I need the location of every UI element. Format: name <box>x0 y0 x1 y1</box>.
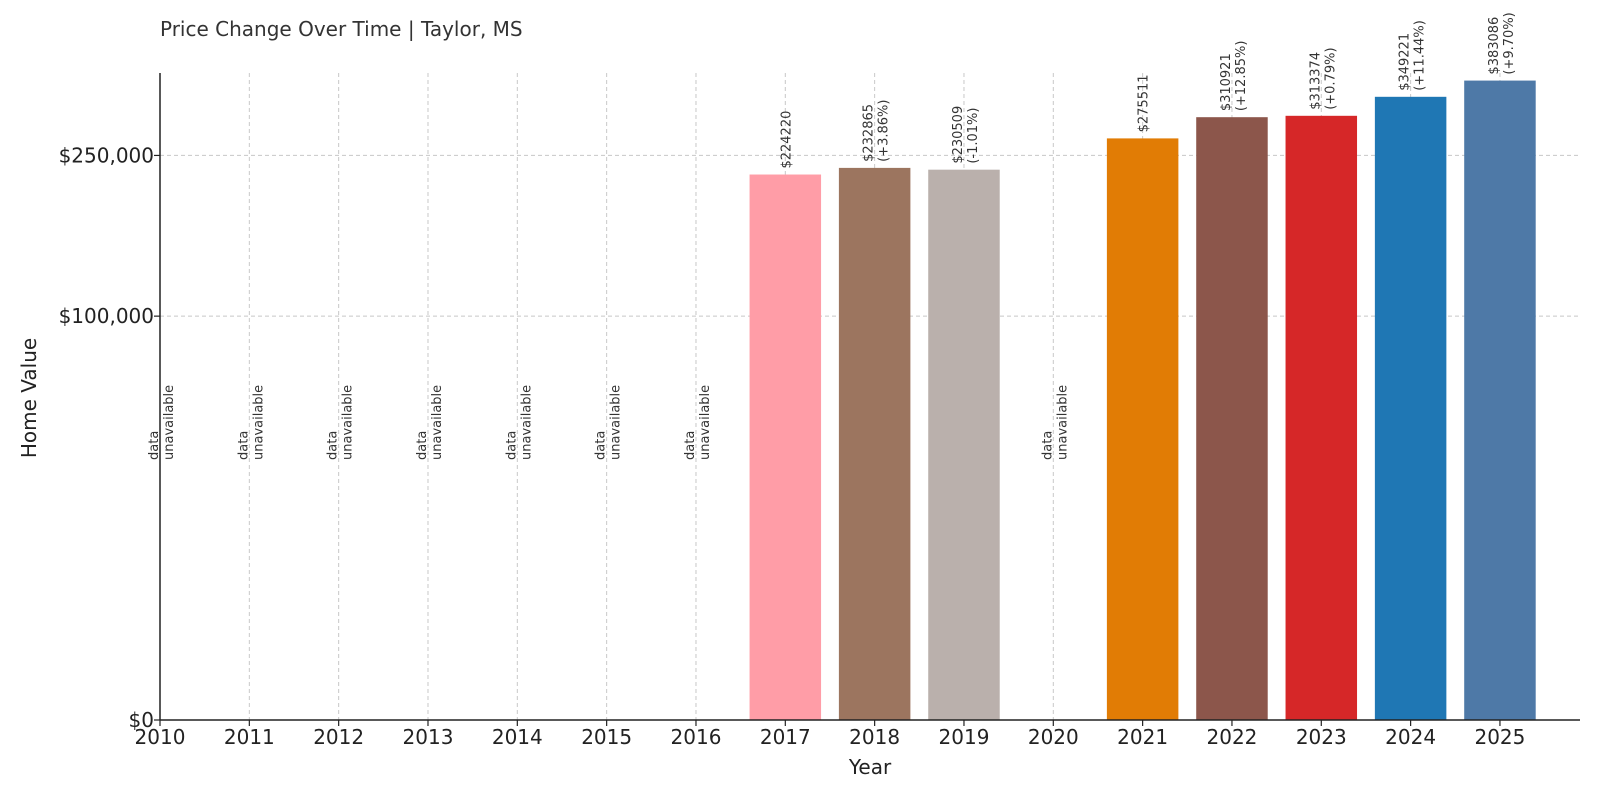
bar-change-label: (+11.44%) <box>1413 20 1428 91</box>
bar-2022 <box>1196 117 1268 721</box>
chart-title: Price Change Over Time | Taylor, MS <box>160 17 523 41</box>
bar-change-label: (+9.70%) <box>1502 12 1517 74</box>
x-tick-label: 2019 <box>939 725 990 749</box>
bar-2024 <box>1374 96 1447 720</box>
x-tick-label: 2012 <box>313 725 364 749</box>
data-unavailable-label: unavailable <box>341 385 356 460</box>
data-unavailable-label: unavailable <box>698 385 713 460</box>
x-axis-ticks: 2010 2011 2012 2013 2014 2015 2016 2017 2018 2019… <box>135 720 1525 749</box>
data-unavailable-label: data <box>504 431 519 460</box>
bar-value-label: $224220 <box>779 111 794 169</box>
bar-value-label: $232865 <box>862 104 877 162</box>
bar-change-label: (+12.85%) <box>1234 41 1249 112</box>
x-tick-label: 2015 <box>581 725 632 749</box>
bar-labels: data unavailable data unavailable data unavai… <box>147 12 1517 460</box>
bar-value-label: $313374 <box>1308 52 1323 110</box>
data-unavailable-label: unavailable <box>251 385 266 460</box>
data-unavailable-label: unavailable <box>1055 385 1070 460</box>
bar-2019 <box>928 169 1000 720</box>
bar-change-label: (-1.01%) <box>966 108 981 164</box>
x-tick-label: 2023 <box>1296 725 1347 749</box>
bar-value-label: $383086 <box>1487 17 1502 75</box>
bar-value-label: $349221 <box>1398 33 1413 91</box>
bars <box>749 80 1536 721</box>
data-unavailable-label: data <box>415 431 430 460</box>
data-unavailable-label: data <box>1040 431 1055 460</box>
x-tick-label: 2021 <box>1117 725 1168 749</box>
data-unavailable-label: data <box>326 431 341 460</box>
bar-value-label: $230509 <box>951 106 966 164</box>
data-unavailable-label: unavailable <box>609 385 624 460</box>
x-tick-label: 2010 <box>135 725 186 749</box>
x-axis-label: Year <box>848 755 892 779</box>
bar-2018 <box>838 167 911 721</box>
data-unavailable-label: data <box>147 431 162 460</box>
y-tick-label: $100,000 <box>59 304 154 328</box>
data-unavailable-label: data <box>236 431 251 460</box>
x-tick-label: 2020 <box>1028 725 1079 749</box>
bar-2025 <box>1464 80 1536 720</box>
x-tick-label: 2018 <box>849 725 900 749</box>
x-tick-label: 2013 <box>403 725 454 749</box>
data-unavailable-label: unavailable <box>162 385 177 460</box>
bar-2017 <box>749 174 822 720</box>
x-tick-label: 2011 <box>224 725 275 749</box>
x-tick-label: 2024 <box>1385 725 1436 749</box>
bar-2023 <box>1285 115 1358 720</box>
y-tick-label: $0 <box>129 708 154 732</box>
bar-value-label: $275511 <box>1137 74 1152 132</box>
y-axis-label: Home Value <box>17 338 41 458</box>
x-tick-label: 2022 <box>1207 725 1258 749</box>
data-unavailable-label: data <box>683 431 698 460</box>
data-unavailable-label: data <box>594 431 609 460</box>
data-unavailable-label: unavailable <box>430 385 445 460</box>
bar-change-label: (+3.86%) <box>877 100 892 162</box>
bar-value-label: $310921 <box>1219 53 1234 111</box>
x-tick-label: 2017 <box>760 725 811 749</box>
x-tick-label: 2014 <box>492 725 543 749</box>
bar-change-label: (+0.79%) <box>1323 47 1338 109</box>
x-tick-label: 2025 <box>1474 725 1525 749</box>
data-unavailable-label: unavailable <box>519 385 534 460</box>
y-tick-label: $250,000 <box>59 143 154 167</box>
bar-2021 <box>1106 138 1179 720</box>
y-axis-ticks: $0 $100,000 $250,000 <box>59 143 160 732</box>
x-tick-label: 2016 <box>671 725 722 749</box>
